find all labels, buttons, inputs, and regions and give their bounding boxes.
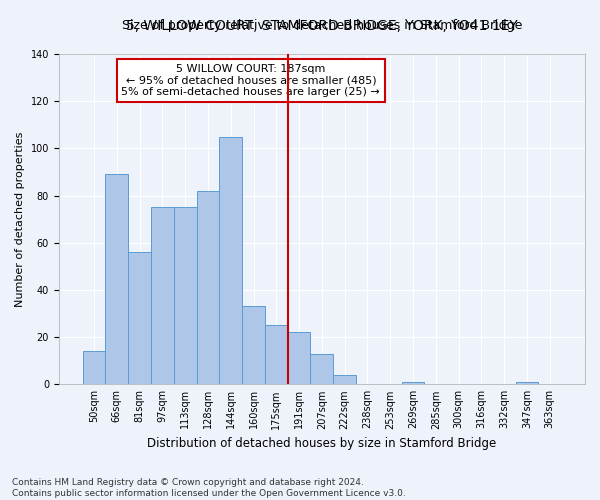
Bar <box>83 352 106 384</box>
Bar <box>220 136 242 384</box>
Text: 5, WILLOW COURT, STAMFORD BRIDGE, YORK, YO41 1EY: 5, WILLOW COURT, STAMFORD BRIDGE, YORK, … <box>126 18 518 32</box>
Bar <box>288 332 310 384</box>
X-axis label: Distribution of detached houses by size in Stamford Bridge: Distribution of detached houses by size … <box>147 437 497 450</box>
Title: Size of property relative to detached houses in Stamford Bridge: Size of property relative to detached ho… <box>122 19 522 32</box>
Text: 5 WILLOW COURT: 187sqm
← 95% of detached houses are smaller (485)
5% of semi-det: 5 WILLOW COURT: 187sqm ← 95% of detached… <box>121 64 380 97</box>
Bar <box>242 306 265 384</box>
Bar <box>151 208 174 384</box>
Bar <box>128 252 151 384</box>
Y-axis label: Number of detached properties: Number of detached properties <box>15 132 25 307</box>
Bar <box>197 191 220 384</box>
Bar <box>333 375 356 384</box>
Bar <box>174 208 197 384</box>
Bar <box>310 354 333 384</box>
Bar <box>515 382 538 384</box>
Bar <box>265 326 288 384</box>
Bar <box>106 174 128 384</box>
Bar <box>401 382 424 384</box>
Text: Contains HM Land Registry data © Crown copyright and database right 2024.
Contai: Contains HM Land Registry data © Crown c… <box>12 478 406 498</box>
